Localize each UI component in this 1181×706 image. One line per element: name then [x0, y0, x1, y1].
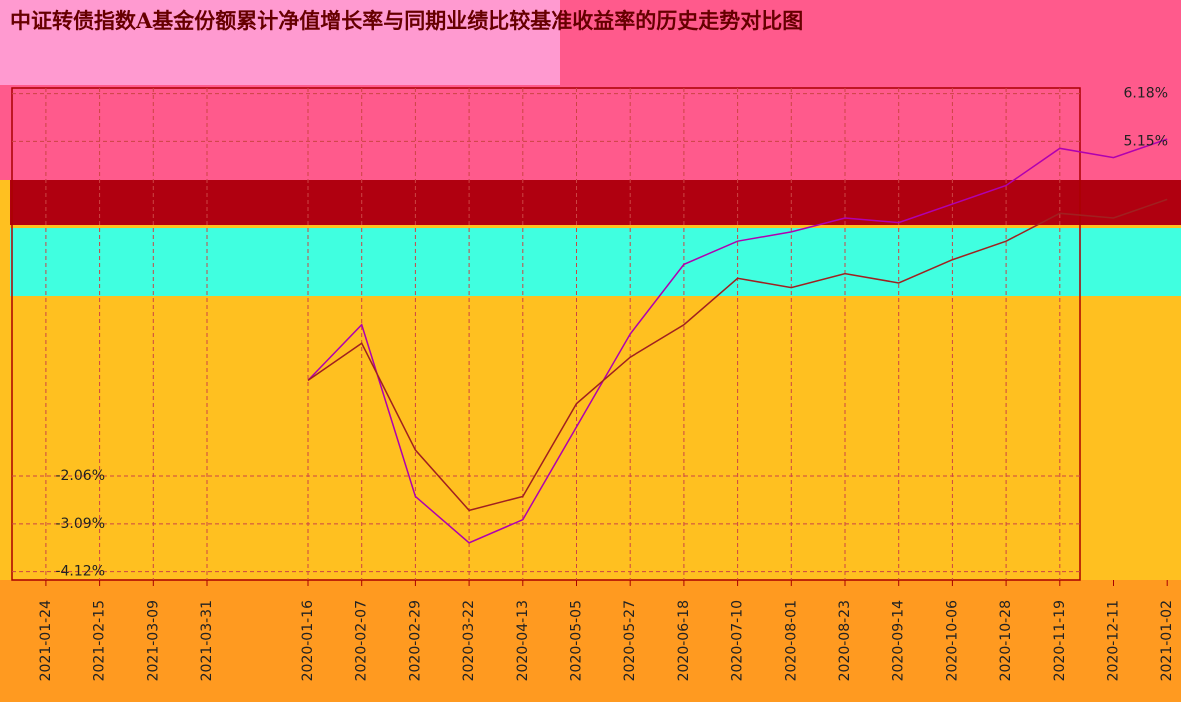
x-tick-label: 2020-05-27 [622, 600, 638, 681]
x-tick-label: 2020-07-10 [730, 600, 746, 681]
glitch-band [10, 180, 1181, 225]
x-tick-label: 2021-03-09 [145, 600, 161, 681]
y-tick-label: -2.06% [55, 468, 105, 484]
x-tick-label: 2021-01-24 [38, 600, 54, 681]
x-tick-label: 2020-01-16 [300, 600, 316, 681]
x-tick-label: 2020-09-14 [891, 600, 907, 681]
x-tick-label: 2020-12-11 [1106, 600, 1122, 681]
x-tick-label: 2020-02-29 [407, 600, 423, 681]
x-tick-label: 2021-01-02 [1159, 600, 1175, 681]
x-tick-label: 2021-02-15 [92, 600, 108, 681]
page: {"chart_data": { "type": "line", "title"… [0, 0, 1181, 702]
x-tick-label: 2020-10-06 [944, 600, 960, 681]
y-tick-label: -4.12% [55, 564, 105, 580]
x-tick-label: 2020-08-01 [783, 600, 799, 681]
y-tick-label: 6.18% [1124, 86, 1168, 102]
x-tick-label: 2020-10-28 [998, 600, 1014, 681]
x-tick-label: 2020-05-05 [569, 600, 585, 681]
x-tick-label: 2021-03-31 [199, 600, 215, 681]
screen: 6.18% 5.15% -2.06% -3.09% -4.12% 2020-01-16 20… [0, 0, 1181, 702]
chart-title: 中证转债指数A基金份额累计净值增长率与同期业绩比较基准收益率的历史走势对比图 [10, 8, 1170, 34]
y-tick-label: 5.15% [1124, 133, 1168, 149]
x-tick-label: 2020-06-18 [676, 600, 692, 681]
x-tick-label: 2020-11-19 [1052, 600, 1068, 681]
x-tick-label: 2020-08-23 [837, 600, 853, 681]
glitch-band [10, 228, 1181, 296]
chart: 6.18% 5.15% -2.06% -3.09% -4.12% 2020-01-16 20… [0, 0, 1181, 702]
x-tick-label: 2020-03-22 [461, 600, 477, 681]
x-tick-label: 2020-02-07 [354, 600, 370, 681]
y-tick-label: -3.09% [55, 516, 105, 532]
x-tick-label: 2020-04-13 [515, 600, 531, 681]
